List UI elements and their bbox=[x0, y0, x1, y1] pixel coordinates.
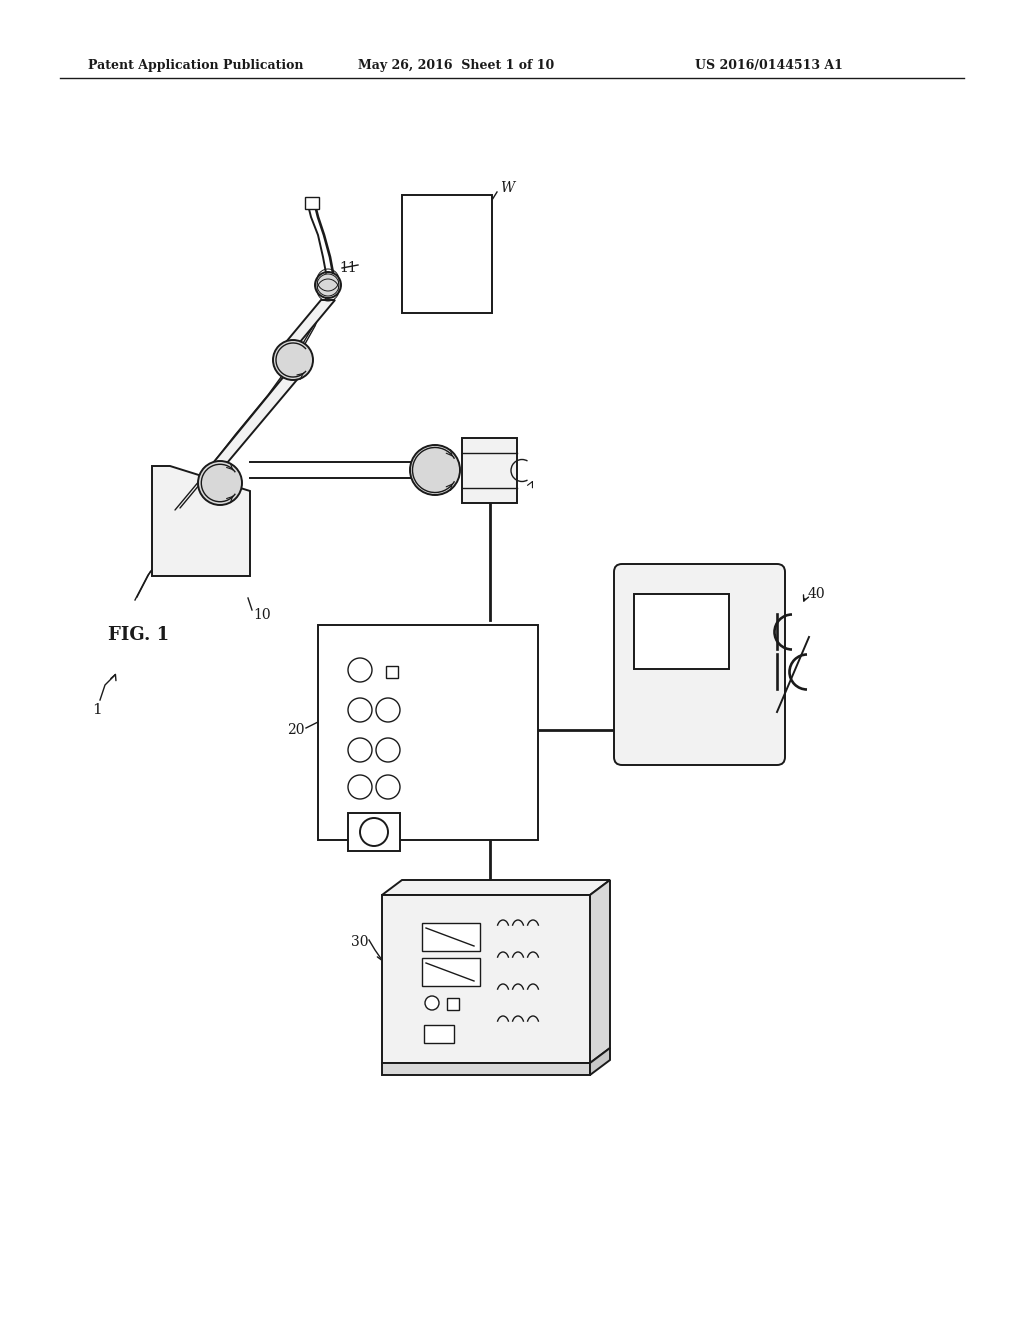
Text: W: W bbox=[500, 181, 514, 195]
Text: 1: 1 bbox=[92, 704, 101, 717]
Text: 30: 30 bbox=[350, 935, 368, 949]
Bar bbox=[382, 1063, 590, 1074]
Text: Patent Application Publication: Patent Application Publication bbox=[88, 58, 303, 71]
Bar bbox=[422, 923, 480, 950]
Text: FIG. 1: FIG. 1 bbox=[108, 626, 169, 644]
Circle shape bbox=[315, 272, 341, 298]
Polygon shape bbox=[286, 300, 335, 342]
Circle shape bbox=[425, 997, 439, 1010]
Polygon shape bbox=[152, 466, 250, 576]
Text: 20: 20 bbox=[288, 723, 305, 737]
Circle shape bbox=[273, 341, 313, 380]
Circle shape bbox=[198, 461, 242, 506]
Polygon shape bbox=[590, 1048, 610, 1074]
Polygon shape bbox=[382, 880, 610, 895]
Polygon shape bbox=[590, 880, 610, 1063]
Text: US 2016/0144513 A1: US 2016/0144513 A1 bbox=[695, 58, 843, 71]
Text: 11: 11 bbox=[339, 261, 357, 275]
Text: WORKPIECE: WORKPIECE bbox=[440, 213, 454, 296]
Circle shape bbox=[376, 698, 400, 722]
Bar bbox=[422, 958, 480, 986]
Circle shape bbox=[410, 445, 460, 495]
Circle shape bbox=[348, 775, 372, 799]
Bar bbox=[402, 195, 492, 313]
Text: 40: 40 bbox=[808, 587, 825, 601]
Bar bbox=[424, 1026, 454, 1043]
Circle shape bbox=[376, 738, 400, 762]
Polygon shape bbox=[213, 375, 301, 463]
Text: 10: 10 bbox=[253, 609, 270, 622]
FancyBboxPatch shape bbox=[614, 564, 785, 766]
Bar bbox=[634, 594, 729, 669]
Bar bbox=[382, 895, 590, 1063]
Circle shape bbox=[348, 738, 372, 762]
Bar bbox=[462, 438, 517, 503]
Text: May 26, 2016  Sheet 1 of 10: May 26, 2016 Sheet 1 of 10 bbox=[358, 58, 554, 71]
Circle shape bbox=[348, 657, 372, 682]
Bar bbox=[318, 624, 538, 840]
Bar bbox=[305, 197, 319, 209]
Circle shape bbox=[360, 818, 388, 846]
Bar bbox=[447, 998, 459, 1010]
Bar bbox=[386, 667, 398, 678]
Circle shape bbox=[348, 698, 372, 722]
Circle shape bbox=[376, 775, 400, 799]
Bar bbox=[348, 813, 400, 851]
